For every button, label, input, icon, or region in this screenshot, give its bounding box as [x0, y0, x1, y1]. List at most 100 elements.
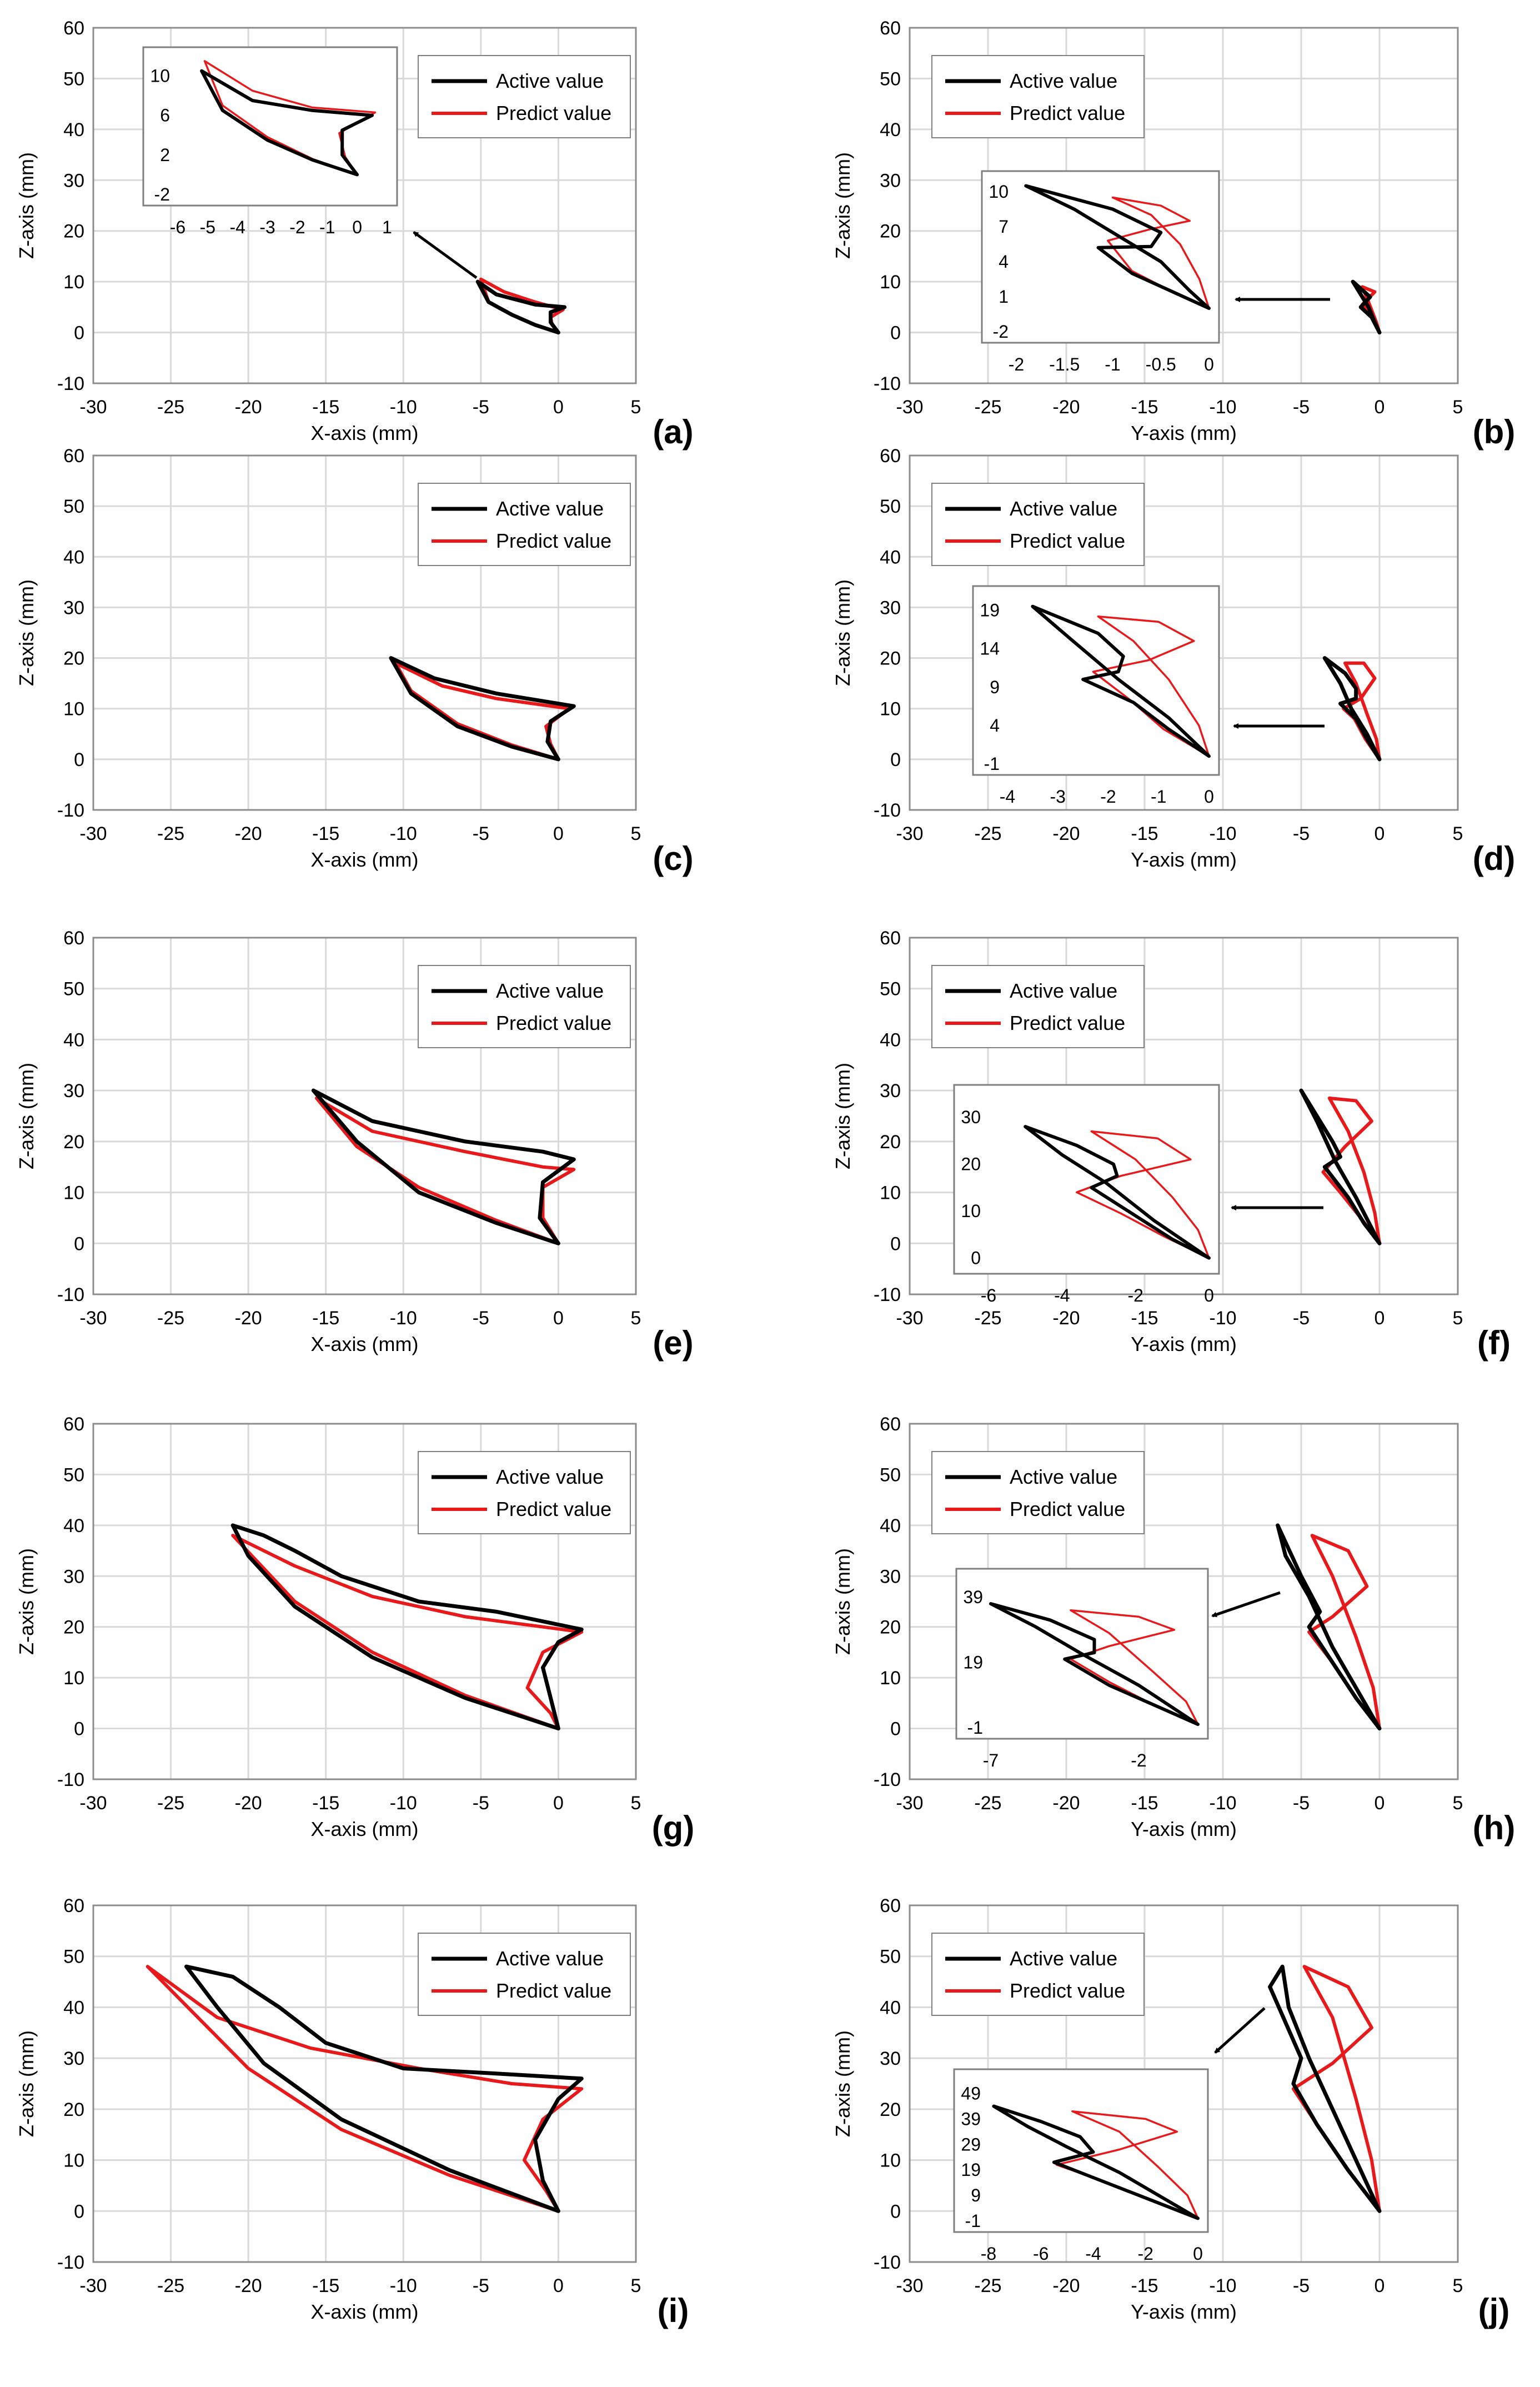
plot-frame	[92, 1423, 637, 1780]
y-tick-label: 60	[63, 18, 84, 39]
x-tick-label: -5	[1293, 2275, 1310, 2296]
y-tick-label: 50	[63, 496, 84, 517]
x-tick-label: -20	[1052, 397, 1080, 418]
inset-y-tick-label: -1	[967, 1718, 983, 1738]
plot-frame	[909, 1904, 1459, 2263]
x-tick-label: -25	[974, 823, 1001, 844]
panel-label: (a)	[653, 413, 693, 451]
inset-frame	[972, 585, 1220, 776]
y-tick-label: 40	[880, 1997, 901, 2018]
y-tick-label: 60	[880, 446, 901, 467]
y-axis-title: Z-axis (mm)	[831, 1063, 854, 1169]
y-tick-label: 10	[63, 1668, 84, 1689]
y-tick-label: 50	[63, 1464, 84, 1485]
inset-series-line	[1107, 196, 1210, 309]
inset-x-tick-label: -2	[1127, 1285, 1143, 1305]
y-tick-label: 60	[880, 1414, 901, 1435]
y-tick-label: 60	[63, 1414, 84, 1435]
inset-x-tick-label: -1	[1151, 787, 1166, 807]
inset-x-tick-label: 1	[382, 217, 392, 237]
inset-x-tick-label: 0	[1204, 787, 1214, 807]
inset-series-line	[992, 2104, 1200, 2220]
inset-y-tick-label: 2	[160, 145, 170, 165]
x-tick-label: -15	[312, 1793, 339, 1814]
x-tick-label: -10	[1209, 823, 1236, 844]
x-tick-label: -25	[157, 1308, 184, 1329]
x-tick-label: -30	[896, 823, 923, 844]
inset-y-tick-label: 9	[971, 2185, 981, 2205]
inset-x-tick-label: -3	[259, 217, 275, 237]
y-axis-title: Z-axis (mm)	[15, 579, 38, 686]
series-line	[311, 1088, 576, 1245]
x-tick-label: -25	[157, 397, 184, 418]
y-tick-label: 0	[74, 1233, 84, 1254]
y-tick-label: -10	[57, 373, 84, 394]
plot-frame	[92, 937, 637, 1295]
chart-panel: -30 -25 -20 -15 -10 -5 0 5-100102030405060Y-axi…	[831, 1895, 1509, 2329]
x-tick-label: -5	[1293, 1308, 1310, 1329]
x-tick-label: 0	[1375, 823, 1385, 844]
series-line	[1276, 1523, 1382, 1731]
x-tick-label: -5	[473, 823, 489, 844]
chart-panel: -30 -25 -20 -15 -10 -5 0 5-100102030405060Y-axi…	[831, 446, 1515, 877]
x-tick-label: -30	[896, 1793, 923, 1814]
panel-label: (g)	[652, 1809, 695, 1846]
chart-panel: -30 -25 -20 -15 -10 -5 0 5-100102030405060X-axi…	[15, 18, 694, 451]
y-axis-title: Z-axis (mm)	[15, 1063, 38, 1169]
inset-y-tick-label: 4	[999, 252, 1009, 272]
x-tick-label: -25	[974, 397, 1001, 418]
panel-label: (c)	[653, 840, 693, 877]
y-tick-label: 50	[63, 1946, 84, 1968]
y-tick-label: 30	[880, 597, 901, 618]
series-line	[1322, 656, 1382, 762]
x-tick-label: -5	[473, 397, 489, 418]
x-tick-label: -20	[235, 1308, 262, 1329]
inset-y-tick-label: 1	[999, 287, 1009, 307]
x-tick-label: -10	[1209, 1308, 1236, 1329]
y-tick-label: 20	[880, 648, 901, 669]
x-axis-title: Y-axis (mm)	[1131, 848, 1237, 871]
y-tick-label: 20	[880, 1617, 901, 1638]
x-tick-label: -10	[1209, 397, 1236, 418]
inset-y-tick-label: 29	[961, 2134, 981, 2154]
y-tick-label: 20	[63, 648, 84, 669]
inset-y-tick-label: 39	[961, 2109, 981, 2129]
y-tick-label: 50	[63, 68, 84, 89]
x-tick-label: -10	[390, 1308, 417, 1329]
series-line	[230, 1523, 584, 1731]
legend-label-predict: Predict value	[496, 102, 611, 124]
inset-series-line	[1031, 604, 1211, 758]
y-tick-label: -10	[57, 2252, 84, 2273]
y-tick-label: 0	[890, 1719, 901, 1740]
y-tick-label: 10	[63, 2150, 84, 2171]
y-tick-label: 50	[63, 979, 84, 1000]
inset-chart: -7 -2 -1 19 39	[955, 1568, 1209, 1770]
x-tick-label: 0	[1375, 1308, 1385, 1329]
y-tick-label: 30	[880, 170, 901, 191]
x-tick-label: 5	[631, 1793, 641, 1814]
plot-frame	[909, 1423, 1459, 1780]
inset-y-tick-label: 4	[990, 715, 1000, 735]
inset-y-tick-label: -2	[993, 322, 1009, 342]
y-axis-title: Z-axis (mm)	[15, 2030, 38, 2137]
y-tick-label: 0	[74, 323, 84, 344]
x-tick-label: -30	[896, 2275, 923, 2296]
inset-x-tick-label: -1.5	[1049, 354, 1080, 374]
x-tick-label: -25	[157, 823, 184, 844]
inset-x-tick-label: -3	[1050, 787, 1066, 807]
chart-panel: -30 -25 -20 -15 -10 -5 0 5-100102030405060X-axi…	[15, 446, 694, 877]
legend-box	[418, 1933, 631, 2016]
x-tick-label: 0	[1375, 397, 1385, 418]
x-tick-label: 0	[1375, 2275, 1385, 2296]
y-tick-label: 40	[63, 1029, 84, 1050]
inset-x-tick-label: -2	[1100, 787, 1116, 807]
series-line	[146, 1965, 584, 2213]
x-tick-label: 5	[631, 2275, 641, 2296]
y-tick-label: 20	[63, 1617, 84, 1638]
y-tick-label: 50	[880, 1464, 901, 1485]
legend-label-active: Active value	[496, 69, 604, 92]
inset-y-tick-label: 9	[990, 677, 1000, 697]
x-tick-label: -30	[79, 1308, 107, 1329]
inset-x-tick-label: 0	[1193, 2244, 1203, 2264]
legend-label-predict: Predict value	[1010, 1979, 1125, 2002]
